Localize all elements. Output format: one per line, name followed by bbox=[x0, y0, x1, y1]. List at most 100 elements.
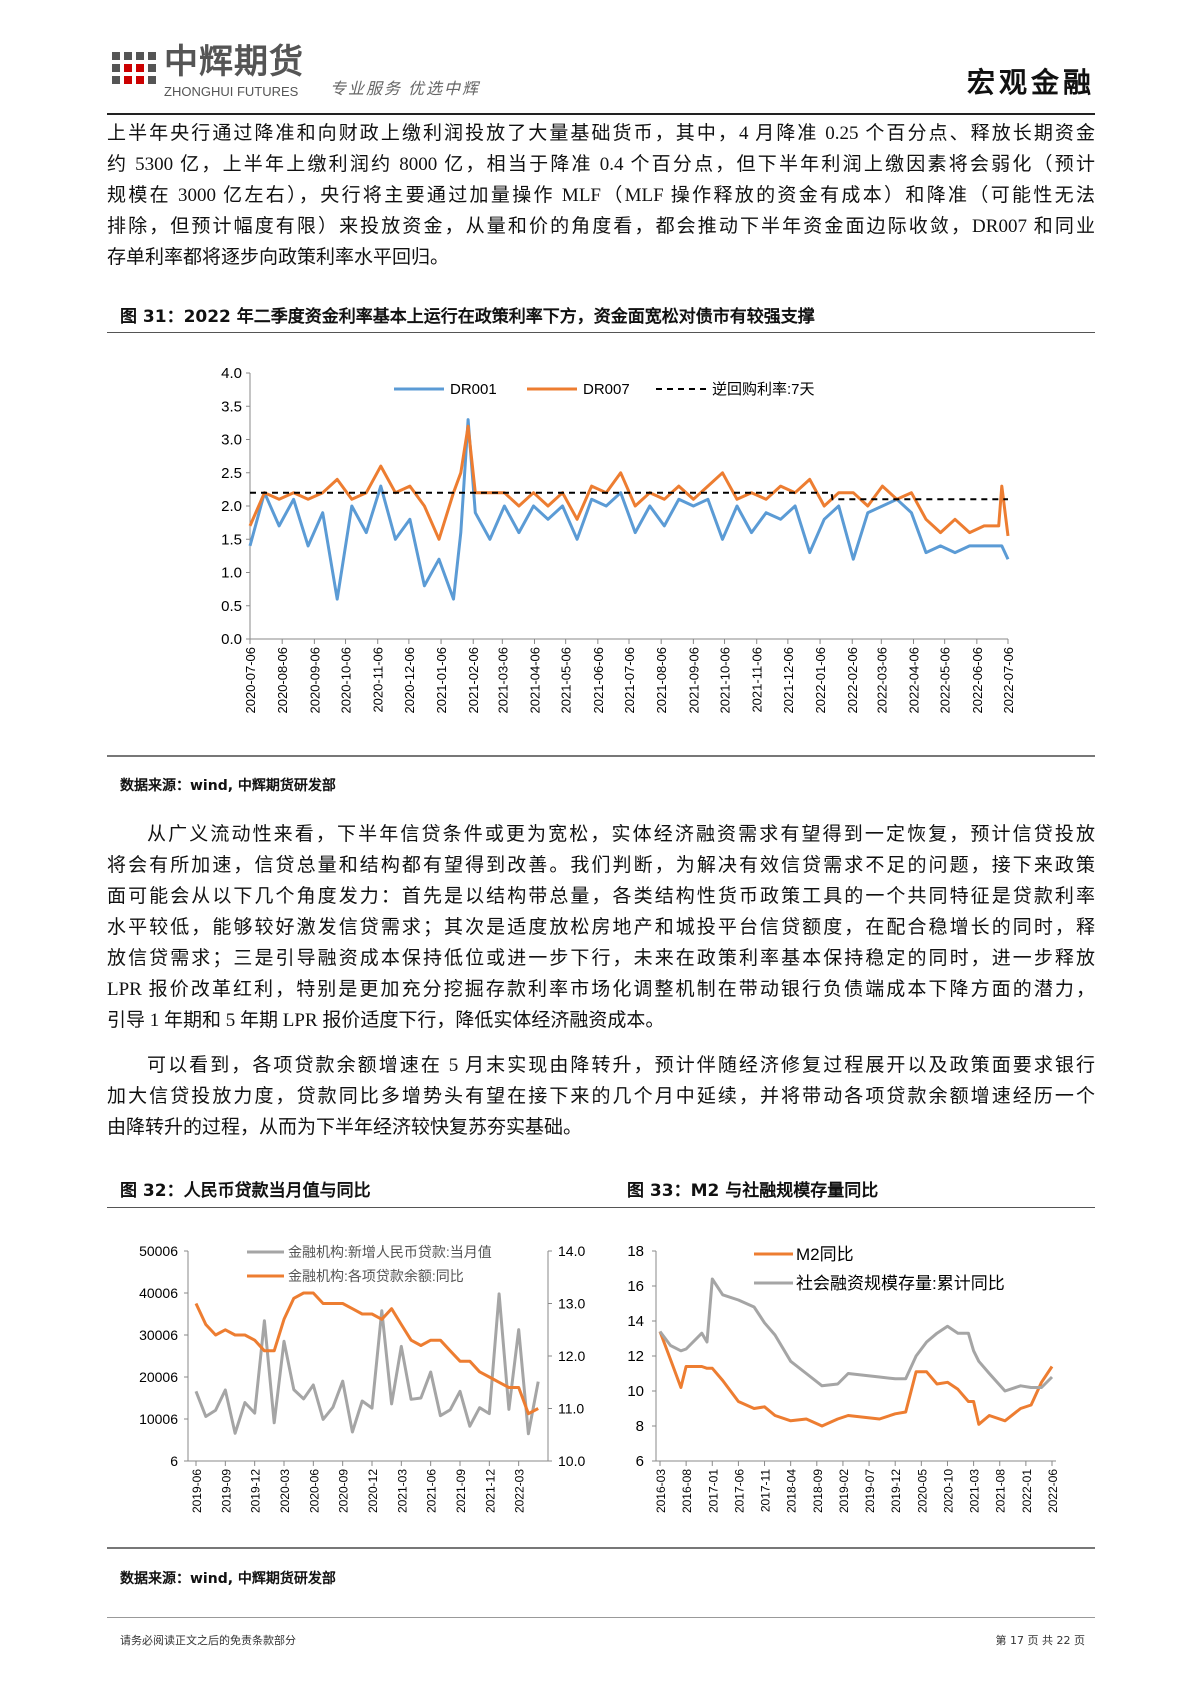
y-tick-label: 1.0 bbox=[221, 565, 242, 582]
x-tick-label: 2016-08 bbox=[680, 1469, 694, 1513]
y-tick-label-left: 30006 bbox=[139, 1327, 178, 1343]
x-tick-label: 2021-03-06 bbox=[495, 647, 510, 714]
paragraph-2: 从广义流动性来看，下半年信贷条件或更为宽松，实体经济融资需求有望得到一定恢复，预… bbox=[107, 819, 1095, 1036]
x-tick-label: 2021-03 bbox=[395, 1469, 409, 1513]
paragraph-line: 放信贷需求；三是引导融资成本保持低位或进一步下行，未来在政策利率基本保持稳定的同… bbox=[107, 948, 1095, 969]
header-rule bbox=[107, 113, 1095, 115]
x-tick-label: 2021-07-06 bbox=[622, 647, 637, 714]
paragraph-line: 可以看到，各项贷款余额增速在 5 月末实现由降转升，预计伴随经济修复过程展开以及… bbox=[147, 1055, 1095, 1076]
x-tick-label: 2021-01-06 bbox=[434, 647, 449, 714]
x-tick-label: 2019-07 bbox=[863, 1469, 877, 1513]
figure-32-33-rule bbox=[107, 1207, 1095, 1208]
legend-label: 金融机构:各项贷款余额:同比 bbox=[288, 1268, 464, 1284]
x-tick-label: 2020-08-06 bbox=[275, 647, 290, 714]
y-tick-label: 1.5 bbox=[221, 531, 242, 548]
paragraph-line: 引导 1 年期和 5 年期 LPR 报价适度下行，降低实体经济融资成本。 bbox=[107, 1010, 665, 1031]
y-tick-label-right: 14.0 bbox=[558, 1243, 585, 1259]
legend-label: DR001 bbox=[450, 381, 497, 398]
x-tick-label: 2020-03 bbox=[278, 1469, 292, 1513]
x-tick-label: 2020-09-06 bbox=[307, 647, 322, 714]
x-tick-label: 2020-09 bbox=[337, 1469, 351, 1513]
y-tick-label-left: 10006 bbox=[139, 1411, 178, 1427]
x-tick-label: 2021-12-06 bbox=[781, 647, 796, 714]
chart-fig32: 6 10006 20006 30006 40006 50006 10.0 11.0 12.0 13… bbox=[139, 1243, 585, 1513]
y-tick-label-left: 40006 bbox=[139, 1285, 178, 1301]
series-line-DR001 bbox=[248, 418, 1010, 601]
x-tick-label: 2022-03 bbox=[513, 1469, 527, 1513]
x-tick-label: 2020-07-06 bbox=[243, 647, 258, 714]
figure-31-rule bbox=[107, 332, 1095, 333]
x-tick-label: 2021-09 bbox=[454, 1469, 468, 1513]
y-tick-label: 16 bbox=[627, 1278, 644, 1295]
x-tick-label: 2022-06-06 bbox=[970, 647, 985, 714]
x-tick-label: 2022-01 bbox=[1020, 1469, 1034, 1513]
figure-32-title: 图 32：人民币贷款当月值与同比 bbox=[120, 1181, 371, 1201]
legend-label: 逆回购利率:7天 bbox=[712, 381, 815, 398]
x-tick-label: 2021-05-06 bbox=[559, 647, 574, 714]
x-tick-label: 2022-03-06 bbox=[874, 647, 889, 714]
series-line-逆回购利率:7天 bbox=[250, 491, 1008, 501]
x-tick-label: 2020-11-06 bbox=[371, 647, 386, 713]
slogan: 专业服务 优选中辉 bbox=[330, 81, 481, 98]
footer-disclaimer: 请务必阅读正文之后的免责条款部分 bbox=[120, 1634, 296, 1647]
x-tick-label: 2022-02-06 bbox=[845, 647, 860, 714]
y-tick-label: 2.0 bbox=[221, 498, 242, 515]
y-tick-label: 18 bbox=[627, 1243, 644, 1260]
paragraph-line: 加大信贷投放力度，贷款同比多增势头有望在接下来的几个月中延续，并将带动各项贷款余… bbox=[107, 1086, 1095, 1107]
x-tick-label: 2022-01-06 bbox=[813, 647, 828, 714]
paragraph-line: 水平较低，能够较好激发信贷需求；其次是适度放松房地产和城投平台信贷额度，在配合稳… bbox=[107, 917, 1095, 938]
y-tick-label: 8 bbox=[636, 1418, 644, 1435]
y-tick-label-right: 12.0 bbox=[558, 1348, 585, 1364]
paragraph-line: 从广义流动性来看，下半年信贷条件或更为宽松，实体经济融资需求有望得到一定恢复，预… bbox=[147, 824, 1095, 845]
section-title: 宏观金融 bbox=[966, 66, 1095, 99]
legend-label: 社会融资规模存量:累计同比 bbox=[796, 1274, 1005, 1293]
x-tick-label: 2021-09-06 bbox=[686, 647, 701, 714]
x-tick-label: 2019-02 bbox=[837, 1469, 851, 1513]
paragraph-line: 存单利率都将逐步向政策利率水平回归。 bbox=[107, 247, 450, 268]
y-tick-label-left: 20006 bbox=[139, 1369, 178, 1385]
y-tick-label-right: 13.0 bbox=[558, 1296, 585, 1312]
legend-label: M2同比 bbox=[796, 1245, 854, 1264]
page-number: 第 17 页 共 22 页 bbox=[995, 1634, 1085, 1647]
x-tick-label: 2021-10-06 bbox=[718, 647, 733, 714]
y-tick-label-right: 11.0 bbox=[558, 1401, 584, 1417]
x-tick-label: 2019-12 bbox=[249, 1469, 263, 1513]
x-tick-label: 2020-12-06 bbox=[402, 647, 417, 714]
y-tick-label: 14 bbox=[627, 1313, 644, 1330]
y-tick-label: 3.0 bbox=[221, 432, 242, 449]
x-tick-label: 2020-05 bbox=[915, 1469, 929, 1513]
data-source: 数据来源：wind, 中辉期货研发部 bbox=[120, 1571, 336, 1587]
paragraph-line: 排除，但预计幅度有限）来投放资金，从量和价的角度看，都会推动下半年资金面边际收敛… bbox=[107, 216, 1095, 237]
y-tick-label-right: 10.0 bbox=[558, 1453, 585, 1469]
x-tick-label: 2021-08 bbox=[994, 1469, 1008, 1513]
figure-31-title: 图 31：2022 年二季度资金利率基本上运行在政策利率下方，资金面宽松对债市有… bbox=[120, 307, 815, 327]
y-tick-label: 3.5 bbox=[221, 398, 242, 415]
series-line-金融机构:各项贷款余额:同比 bbox=[194, 1291, 539, 1416]
series-line-金融机构:新增人民币贷款:当月值 bbox=[194, 1292, 540, 1436]
legend-label: 金融机构:新增人民币贷款:当月值 bbox=[288, 1244, 492, 1260]
x-tick-label: 2020-10-06 bbox=[339, 647, 354, 714]
y-tick-label-left: 6 bbox=[170, 1453, 178, 1469]
y-tick-label: 12 bbox=[627, 1348, 644, 1365]
x-tick-label: 2019-06 bbox=[190, 1469, 204, 1513]
paragraph-1: 上半年央行通过降准和向财政上缴利润投放了大量基础货币，其中，4 月降准 0.25… bbox=[107, 118, 1095, 273]
x-tick-label: 2017-06 bbox=[732, 1469, 746, 1513]
y-tick-label: 0.5 bbox=[221, 598, 242, 615]
x-tick-label: 2018-04 bbox=[785, 1469, 799, 1513]
x-tick-label: 2017-01 bbox=[706, 1469, 720, 1513]
paragraph-line: 面可能会从以下几个角度发力：首先是以结构带总量，各类结构性货币政策工具的一个共同… bbox=[107, 886, 1095, 907]
x-tick-label: 2019-09 bbox=[219, 1469, 233, 1513]
x-tick-label: 2016-03 bbox=[654, 1469, 668, 1513]
x-tick-label: 2022-07-06 bbox=[1001, 647, 1016, 714]
paragraph-line: 上半年央行通过降准和向财政上缴利润投放了大量基础货币，其中，4 月降准 0.25… bbox=[107, 123, 1095, 144]
x-tick-label: 2021-06-06 bbox=[591, 647, 606, 714]
x-tick-label: 2021-03 bbox=[968, 1469, 982, 1513]
x-tick-label: 2022-05-06 bbox=[938, 647, 953, 714]
brand-name: 中辉期货 bbox=[164, 42, 304, 82]
paragraph-3: 可以看到，各项贷款余额增速在 5 月末实现由降转升，预计伴随经济修复过程展开以及… bbox=[107, 1050, 1095, 1143]
figure-32-33-bottom-rule bbox=[107, 1547, 1095, 1549]
data-source: 数据来源：wind, 中辉期货研发部 bbox=[120, 778, 336, 794]
chart-fig33: 6 8 10 12 14 16 18 2016-03 2016-08 2017-01 2017-06… bbox=[627, 1243, 1060, 1513]
x-tick-label: 2017-11 bbox=[759, 1469, 773, 1512]
y-tick-label: 2.5 bbox=[221, 465, 242, 482]
